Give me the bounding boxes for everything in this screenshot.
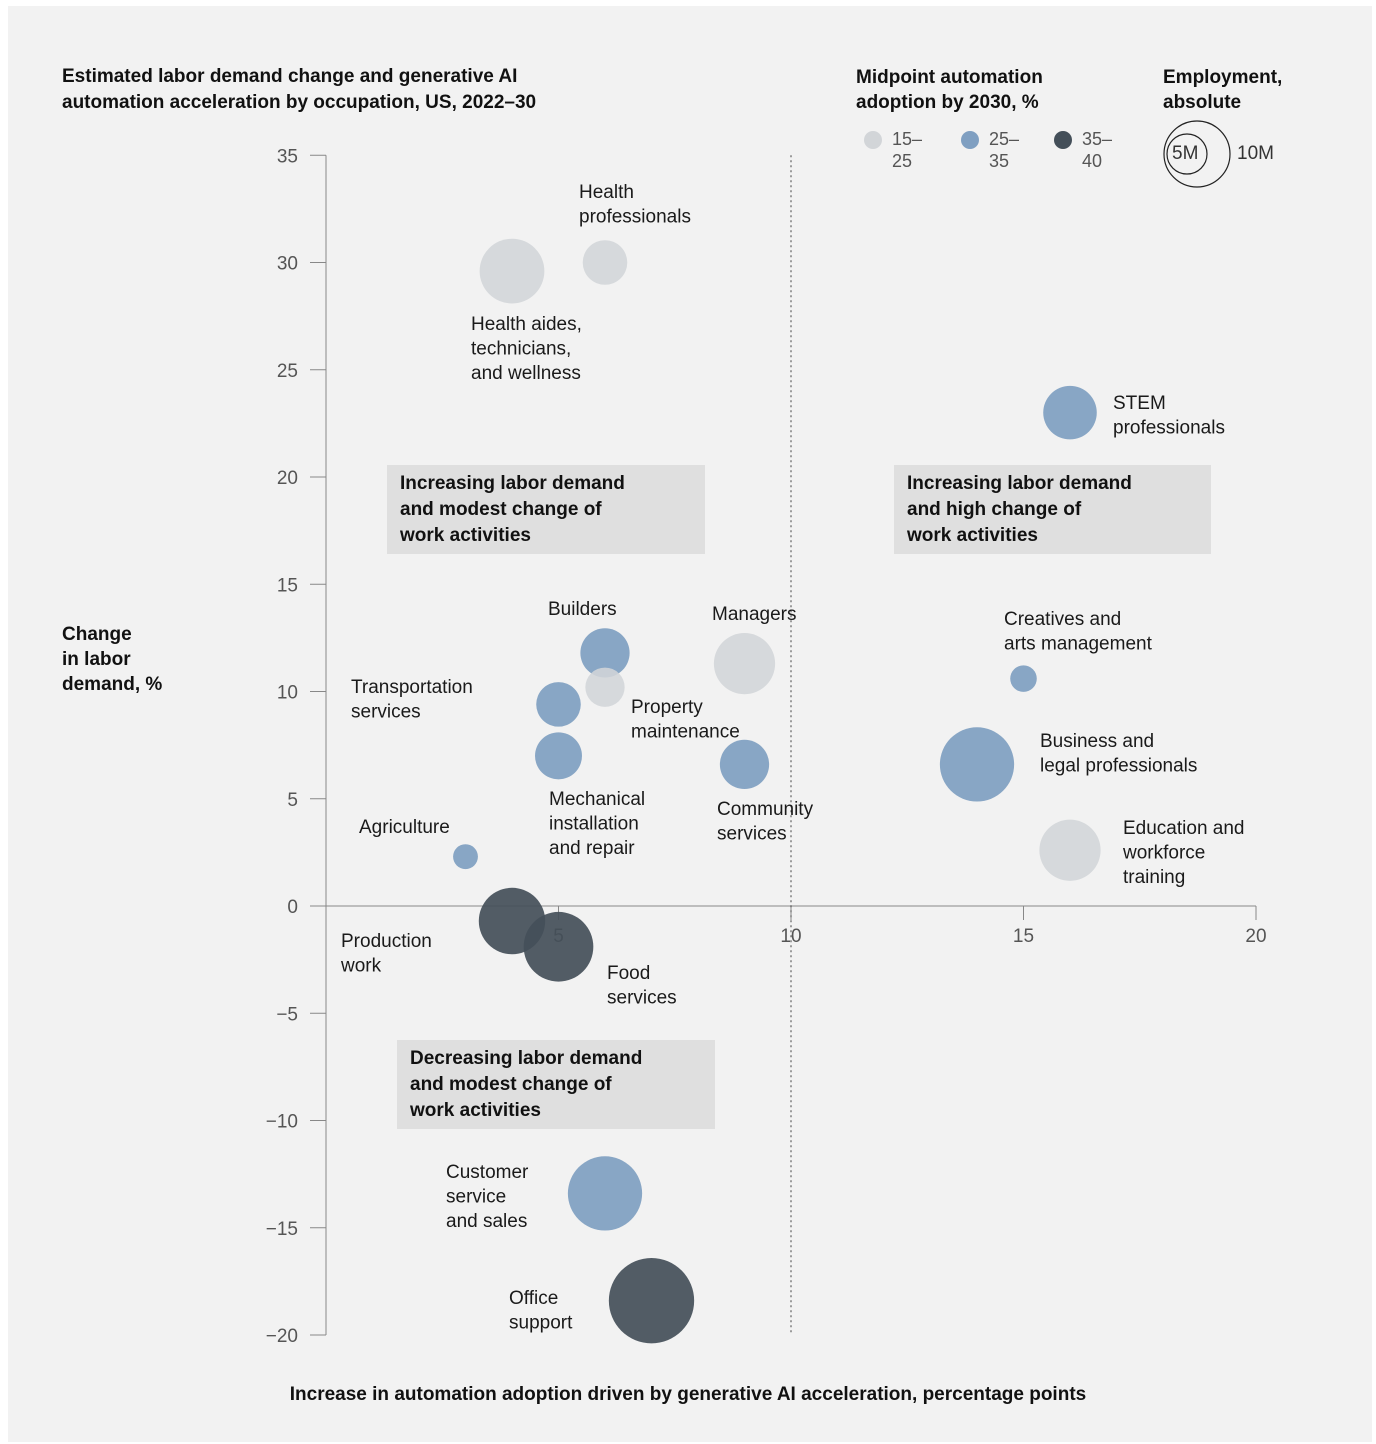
y-tick-label: 20	[277, 468, 298, 489]
bubble-point	[536, 682, 581, 727]
legend-item-25-35: 25–35	[961, 128, 1029, 172]
bubble-point	[453, 844, 478, 870]
bubble-label: Production work	[340, 931, 432, 977]
y-tick-label: 25	[277, 361, 298, 382]
bubble-point	[608, 1258, 695, 1344]
x-tick-label: 20	[1245, 926, 1266, 947]
x-tick-label: 15	[1013, 926, 1034, 947]
bubble-point	[567, 1156, 643, 1231]
bubble-point	[939, 727, 1015, 802]
bubble-point	[585, 667, 625, 707]
y-tick-label: −10	[266, 1112, 298, 1133]
legend-label: 25–35	[989, 129, 1020, 171]
y-tick-label: −5	[276, 1004, 298, 1025]
y-tick-label: 10	[277, 683, 298, 704]
color-legend-title: Midpoint automation adoption by 2030, %	[856, 67, 1043, 113]
legend-swatch-light-icon	[864, 131, 882, 149]
bubble-label: Builders	[548, 599, 617, 620]
legend-swatch-blue-icon	[961, 131, 979, 149]
bubble-label: Office support	[509, 1288, 573, 1334]
y-tick-label: 35	[277, 146, 298, 167]
legend-label: 15–25	[892, 129, 923, 171]
bubble-point	[582, 240, 628, 285]
chart-title: Estimated labor demand change and genera…	[62, 66, 537, 113]
size-legend-circle-5m	[1166, 133, 1208, 175]
y-tick-label: 5	[287, 790, 298, 811]
quadrant-label-bottom-left: Decreasing labor demand and modest chang…	[397, 1040, 715, 1129]
size-legend-5m: 5M	[1172, 143, 1199, 164]
bubble-point	[479, 238, 545, 304]
bubble-label: Mechanical installation and repair	[549, 789, 645, 859]
size-legend-10m: 10M	[1237, 143, 1274, 164]
legend-item-35-40: 35–40	[1054, 128, 1122, 172]
bubble-point	[535, 732, 582, 780]
bubble-point	[580, 628, 630, 678]
bubble-label: STEM professionals	[1113, 393, 1225, 439]
bubble-label: Community services	[717, 799, 814, 845]
bubble-label: Customer service and sales	[446, 1162, 529, 1232]
bubble-label: Property maintenance	[631, 697, 740, 743]
bubble-point	[719, 739, 770, 790]
legend-item-15-25: 15–25	[864, 128, 932, 172]
bubble-point	[713, 633, 776, 695]
y-tick-label: −15	[266, 1219, 298, 1240]
y-tick-label: −20	[266, 1326, 298, 1347]
bubble-label: Creatives and arts management	[1004, 609, 1153, 655]
bubble-label: Agriculture	[359, 817, 450, 838]
quadrant-label-top-left: Increasing labor demand and modest chang…	[387, 465, 705, 554]
chart-panel	[8, 6, 1372, 1442]
legend-swatch-dark-icon	[1054, 131, 1072, 149]
bubble-label: Business and legal professionals	[1040, 731, 1197, 777]
bubble-point	[1010, 665, 1037, 692]
y-axis-label: Change in labor demand, %	[62, 624, 163, 695]
bubble-label: Managers	[712, 604, 797, 625]
bubble-label: Health aides, technicians, and wellness	[471, 314, 582, 384]
bubble-label: Food services	[607, 963, 677, 1009]
quadrant-label-top-right: Increasing labor demand and high change …	[894, 465, 1211, 554]
bubble-point	[523, 911, 594, 982]
y-tick-label: 30	[277, 254, 298, 275]
bubble-point	[1043, 385, 1097, 440]
bubble-label: Education and workforce training	[1122, 818, 1245, 888]
bubble-label: Transportation services	[351, 677, 473, 723]
size-legend-title: Employment, absolute	[1163, 67, 1283, 113]
y-tick-label: 0	[287, 897, 298, 918]
legend-label: 35–40	[1082, 129, 1113, 171]
x-axis-label: Increase in automation adoption driven b…	[289, 1384, 1087, 1405]
bubble-point	[1039, 819, 1101, 881]
y-tick-label: 15	[277, 575, 298, 596]
size-legend-circle-10m	[1163, 120, 1231, 188]
bubble-label: Health professionals	[579, 182, 691, 228]
